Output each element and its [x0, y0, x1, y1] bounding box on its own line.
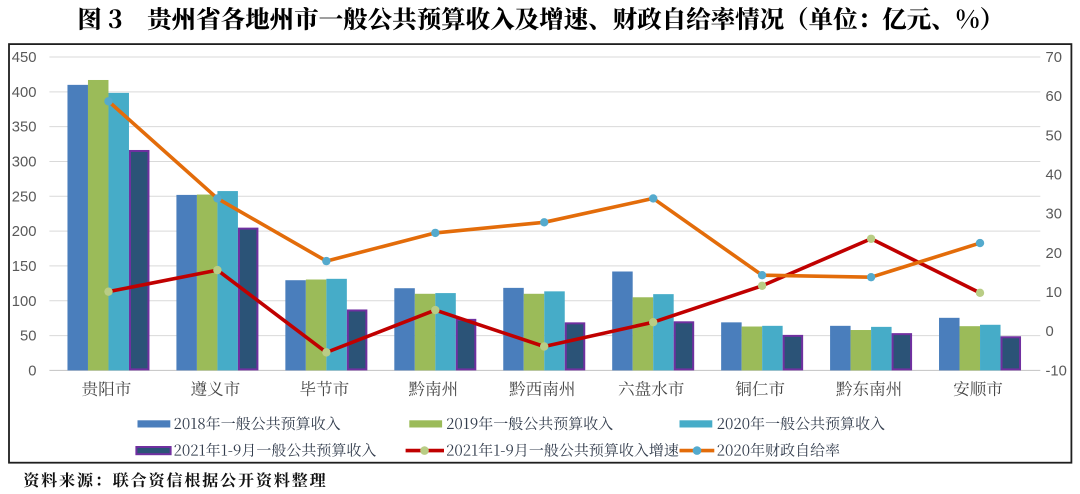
- svg-text:200: 200: [12, 224, 37, 240]
- svg-text:400: 400: [12, 85, 37, 101]
- svg-text:250: 250: [12, 189, 37, 205]
- svg-text:100: 100: [12, 294, 37, 310]
- svg-text:450: 450: [12, 50, 37, 66]
- svg-text:70: 70: [1046, 50, 1062, 66]
- svg-text:30: 30: [1046, 207, 1062, 223]
- svg-text:-10: -10: [1046, 363, 1067, 379]
- svg-text:150: 150: [12, 259, 37, 275]
- svg-text:20: 20: [1046, 246, 1062, 262]
- svg-text:50: 50: [20, 329, 36, 345]
- svg-text:300: 300: [12, 154, 37, 170]
- svg-text:50: 50: [1046, 128, 1062, 144]
- svg-text:0: 0: [1046, 324, 1054, 340]
- svg-text:350: 350: [12, 120, 37, 136]
- svg-text:40: 40: [1046, 168, 1062, 184]
- svg-text:0: 0: [28, 363, 36, 379]
- svg-text:10: 10: [1046, 285, 1062, 301]
- svg-text:60: 60: [1046, 89, 1062, 105]
